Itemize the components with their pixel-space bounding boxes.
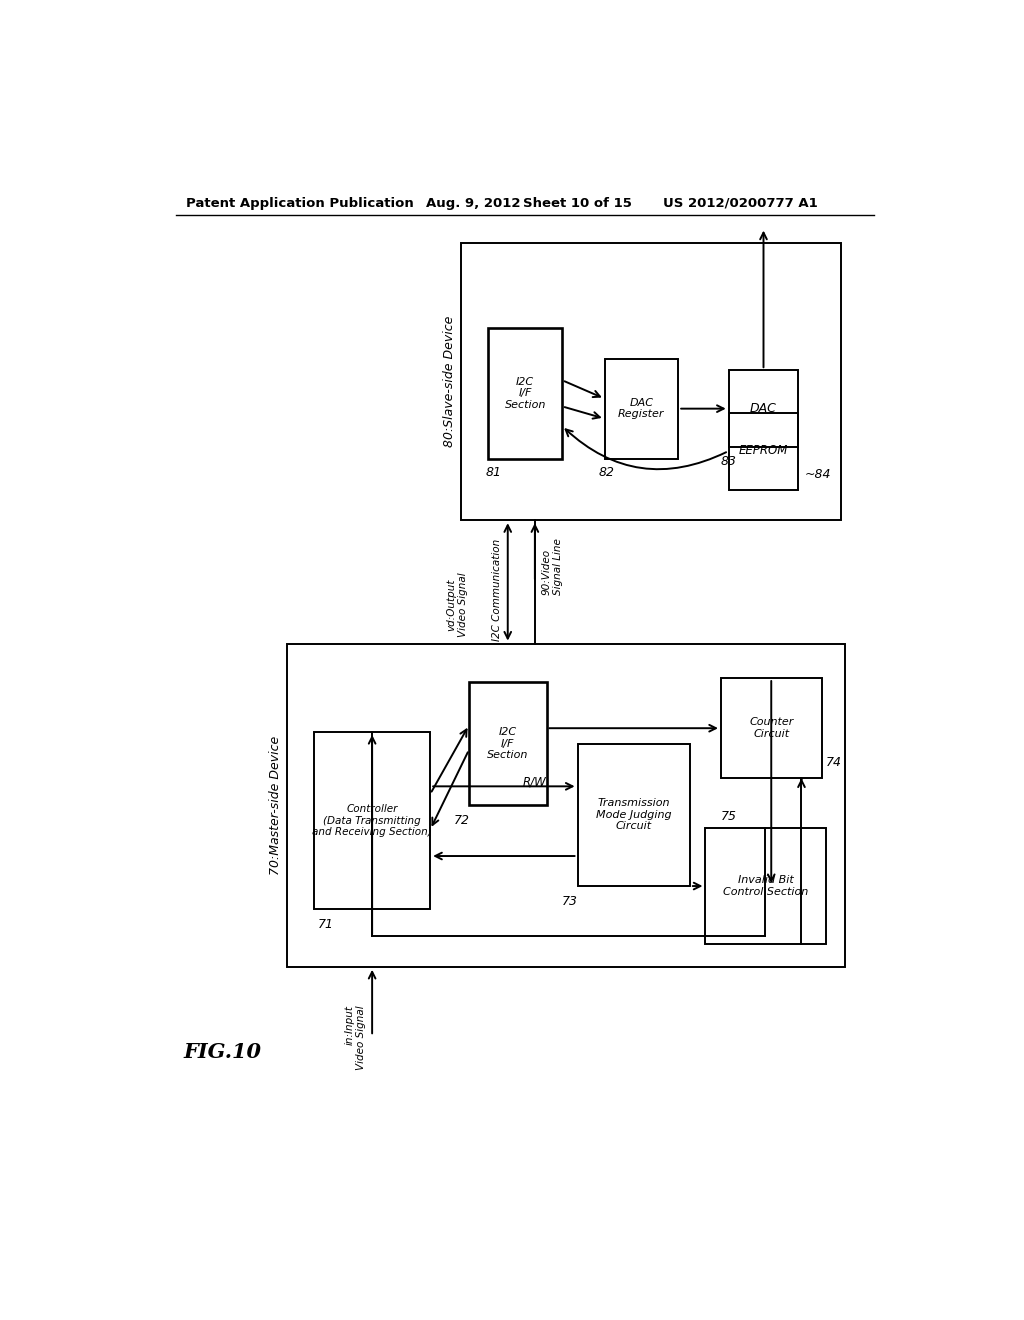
- Text: vd:Output
Video Signal: vd:Output Video Signal: [446, 573, 468, 638]
- Text: Controller
(Data Transmitting
and Receiving Section): Controller (Data Transmitting and Receiv…: [312, 804, 432, 837]
- Text: Aug. 9, 2012: Aug. 9, 2012: [426, 197, 521, 210]
- Text: 82: 82: [598, 466, 614, 479]
- Text: in:Input
Video Signal: in:Input Video Signal: [344, 1006, 366, 1071]
- Text: Counter
Circuit: Counter Circuit: [750, 717, 794, 739]
- Text: DAC: DAC: [750, 403, 777, 416]
- Bar: [604, 359, 678, 459]
- Text: Invalid Bit
Control Section: Invalid Bit Control Section: [723, 875, 808, 896]
- Text: Patent Application Publication: Patent Application Publication: [186, 197, 414, 210]
- Bar: [578, 743, 690, 886]
- Text: EEPROM: EEPROM: [738, 445, 788, 458]
- Bar: [469, 682, 547, 805]
- Text: ~84: ~84: [805, 467, 831, 480]
- Bar: [461, 243, 841, 520]
- Text: I2C Communication: I2C Communication: [492, 539, 502, 640]
- Text: 74: 74: [825, 756, 842, 770]
- Bar: [729, 370, 799, 447]
- Text: 90:Video
Signal Line: 90:Video Signal Line: [541, 539, 562, 595]
- Text: 81: 81: [486, 466, 502, 479]
- Bar: [488, 327, 562, 459]
- Text: 71: 71: [317, 917, 334, 931]
- Bar: [706, 829, 825, 944]
- Text: 70:Master-side Device: 70:Master-side Device: [268, 735, 282, 875]
- Text: I2C
I/F
Section: I2C I/F Section: [487, 727, 528, 760]
- Bar: [287, 644, 845, 966]
- Text: 83: 83: [721, 454, 737, 467]
- Bar: [721, 678, 821, 779]
- Text: DAC
Register: DAC Register: [618, 397, 665, 420]
- Text: R/W: R/W: [523, 776, 547, 788]
- Text: 75: 75: [721, 810, 737, 824]
- Bar: [729, 412, 799, 490]
- Bar: [314, 733, 430, 909]
- Text: Transmission
Mode Judging
Circuit: Transmission Mode Judging Circuit: [596, 799, 672, 832]
- Text: Sheet 10 of 15: Sheet 10 of 15: [523, 197, 632, 210]
- Text: 72: 72: [454, 814, 469, 828]
- Text: 73: 73: [562, 895, 578, 908]
- Text: US 2012/0200777 A1: US 2012/0200777 A1: [663, 197, 817, 210]
- Text: FIG.10: FIG.10: [183, 1041, 262, 1061]
- Text: I2C
I/F
Section: I2C I/F Section: [505, 376, 546, 409]
- Text: 80:Slave-side Device: 80:Slave-side Device: [443, 315, 456, 447]
